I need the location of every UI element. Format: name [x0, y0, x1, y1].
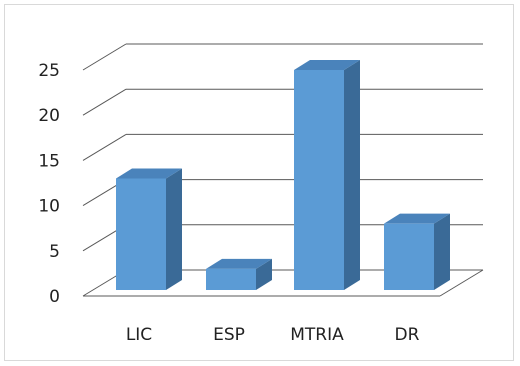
bar: [206, 258, 272, 290]
y-tick-label: 15: [38, 151, 60, 171]
bar-side: [344, 60, 360, 290]
y-tick-label: 25: [38, 61, 60, 81]
bar: [384, 213, 450, 290]
bar-front: [294, 70, 344, 290]
bar: [116, 168, 182, 290]
y-tick-label: 10: [38, 197, 60, 217]
chart-labels: 0 5 10 15 20 25 LIC ESP MTRIA DR: [38, 61, 419, 345]
y-tick-label: 0: [49, 287, 60, 307]
bar-front: [116, 178, 166, 290]
bar-top: [384, 213, 450, 224]
x-category-label: MTRIA: [290, 325, 344, 345]
bar-side: [434, 213, 450, 290]
bar-front: [206, 268, 256, 290]
chart-frame: [4, 4, 514, 361]
bar-front: [384, 223, 434, 290]
x-category-label: ESP: [213, 325, 245, 345]
y-tick-label: 5: [49, 242, 60, 262]
y-tick-label: 20: [38, 106, 60, 126]
x-category-label: LIC: [126, 325, 152, 345]
gridline-diagonal: [82, 88, 127, 116]
floor-edge-side: [439, 269, 484, 297]
bar-side: [256, 258, 272, 290]
bar-top: [206, 258, 272, 269]
x-category-label: DR: [395, 325, 420, 345]
bar-side: [166, 168, 182, 290]
gridline-diagonal: [82, 43, 127, 71]
bar: [294, 60, 360, 290]
bar-top: [294, 60, 360, 70]
gridline-diagonal: [82, 133, 127, 161]
chart-bars: [116, 60, 450, 290]
bar-top: [116, 168, 182, 179]
